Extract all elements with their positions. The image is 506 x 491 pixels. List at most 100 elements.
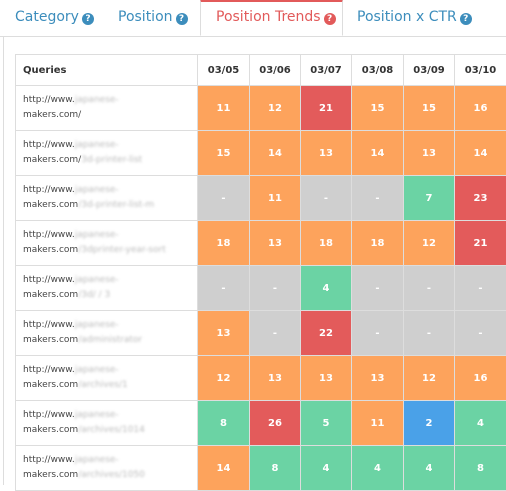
position-cell: - [455,266,506,311]
query-url-domain: makers.com [23,245,78,255]
position-cell: 4 [301,446,352,491]
position-cell: 13 [301,131,352,176]
position-cell: 4 [455,401,506,446]
tab-bar: Category? Position? Position Trends? Pos… [0,0,506,37]
query-url-cell[interactable]: http://www.japanese-makers.com/archives/… [16,356,198,401]
query-url-cell[interactable]: http://www.japanese-makers.com/3d-printe… [16,176,198,221]
position-cell: - [352,311,404,356]
position-cell: 18 [198,221,250,266]
query-url-redacted: /3d-printer-list-m [78,200,154,210]
position-cell: 12 [404,221,455,266]
help-icon[interactable]: ? [324,13,336,25]
query-url-cell[interactable]: http://www.japanese-makers.com/3d/ / 3 [16,266,198,311]
position-cell: 12 [198,356,250,401]
query-url-prefix: http://www. [23,230,75,240]
position-trends-table: Queries 03/05 03/06 03/07 03/08 03/09 03… [15,54,506,491]
position-cell: 13 [250,356,301,401]
query-url-prefix: http://www. [23,365,75,375]
query-url-redacted: /archives/1050 [78,470,145,480]
help-icon[interactable]: ? [82,13,94,25]
position-cell: 11 [250,176,301,221]
query-url-domain: makers.com [23,425,78,435]
position-cell: 8 [198,401,250,446]
position-cell: 5 [301,401,352,446]
query-url-redacted: /archives/1014 [78,425,145,435]
tab-position-trends-label: Position Trends [216,9,321,25]
date-header[interactable]: 03/10 [455,55,506,86]
help-icon[interactable]: ? [460,13,472,25]
position-cell: 18 [301,221,352,266]
date-header[interactable]: 03/06 [250,55,301,86]
query-url-domain: makers.com [23,335,78,345]
position-cell: 14 [198,446,250,491]
position-cell: - [301,176,352,221]
position-cell: - [404,311,455,356]
position-cell: 4 [301,266,352,311]
help-icon[interactable]: ? [176,13,188,25]
query-url-redacted: japanese- [75,320,119,330]
tab-position-trends[interactable]: Position Trends? [200,0,343,36]
query-url-prefix: http://www. [23,455,75,465]
position-cell: 23 [455,176,506,221]
position-cell: 26 [250,401,301,446]
position-cell: 16 [455,356,506,401]
tab-category[interactable]: Category? [0,0,94,35]
position-cell: 21 [455,221,506,266]
position-cell: 15 [352,86,404,131]
query-url-redacted: japanese- [75,95,119,105]
tab-category-label: Category [15,9,79,25]
tab-position-x-ctr[interactable]: Position x CTR? [342,0,472,35]
position-cell: 13 [198,311,250,356]
date-header[interactable]: 03/09 [404,55,455,86]
query-url-redacted: japanese- [75,140,119,150]
table-row: http://www.japanese-makers.com/3d-printe… [16,176,506,221]
query-url-redacted: japanese- [75,185,119,195]
position-cell: 8 [250,446,301,491]
date-header[interactable]: 03/05 [198,55,250,86]
table-header-row: Queries 03/05 03/06 03/07 03/08 03/09 03… [16,55,506,86]
position-cell: - [198,176,250,221]
query-url-cell[interactable]: http://www.japanese-makers.com/archives/… [16,446,198,491]
position-cell: 15 [404,86,455,131]
query-url-redacted: /administrator [78,335,142,345]
table-row: http://www.japanese-makers.com/3d-printe… [16,131,506,176]
query-url-prefix: http://www. [23,275,75,285]
position-cell: 2 [404,401,455,446]
position-cell: 4 [404,446,455,491]
query-url-domain: makers.com [23,200,78,210]
position-cell: - [198,266,250,311]
query-url-domain: makers.com/ [23,110,81,120]
query-url-prefix: http://www. [23,410,75,420]
position-cell: 7 [404,176,455,221]
table-row: http://www.japanese-makers.com/archives/… [16,401,506,446]
position-cell: 12 [404,356,455,401]
position-cell: - [352,176,404,221]
query-url-redacted: japanese- [75,410,119,420]
table-row: http://www.japanese-makers.com/administr… [16,311,506,356]
tab-position[interactable]: Position? [103,0,188,35]
position-cell: - [404,266,455,311]
queries-header[interactable]: Queries [16,55,198,86]
query-url-redacted: japanese- [75,365,119,375]
query-url-cell[interactable]: http://www.japanese-makers.com/ [16,86,198,131]
date-header[interactable]: 03/08 [352,55,404,86]
position-cell: 18 [352,221,404,266]
date-header[interactable]: 03/07 [301,55,352,86]
position-cell: 22 [301,311,352,356]
position-cell: 11 [352,401,404,446]
query-url-cell[interactable]: http://www.japanese-makers.com/administr… [16,311,198,356]
position-cell: 11 [198,86,250,131]
position-cell: 4 [352,446,404,491]
position-cell: 14 [352,131,404,176]
position-cell: 13 [301,356,352,401]
query-url-cell[interactable]: http://www.japanese-makers.com/3dprinter… [16,221,198,266]
query-url-redacted: /3d/ / 3 [78,290,110,300]
position-cell: 13 [250,221,301,266]
query-url-cell[interactable]: http://www.japanese-makers.com/3d-printe… [16,131,198,176]
position-cell: 15 [198,131,250,176]
position-cell: - [455,311,506,356]
table-row: http://www.japanese-makers.com/3d/ / 3--… [16,266,506,311]
query-url-cell[interactable]: http://www.japanese-makers.com/archives/… [16,401,198,446]
position-cell: 14 [250,131,301,176]
